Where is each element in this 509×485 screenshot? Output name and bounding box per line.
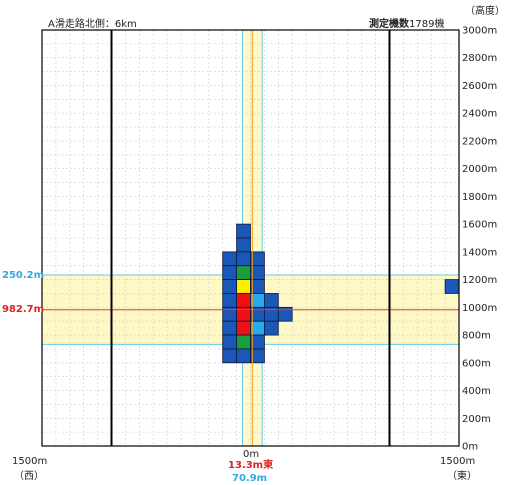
altitude-unit-label: （高度） — [465, 6, 505, 17]
y-tick-label: 1000m — [462, 303, 497, 314]
heatmap-cell — [250, 348, 265, 364]
west-label: （西） — [14, 471, 44, 482]
count-label: 測定機数 — [369, 19, 409, 30]
chart-subtitle: A滑走路北側：6km — [48, 19, 137, 30]
y-tick-label: 2800m — [462, 53, 497, 64]
heatmap-cell — [236, 223, 251, 239]
y-tick-label: 3000m — [462, 26, 497, 37]
heatmap-cell — [222, 251, 237, 267]
y-tick-label: 600m — [462, 358, 491, 369]
y-tick-label: 1400m — [462, 247, 497, 258]
y-tick-label: 2600m — [462, 81, 497, 92]
y-tick-label: 2200m — [462, 136, 497, 147]
heatmap-cell — [263, 320, 279, 336]
plot-frame — [41, 29, 460, 447]
y-tick-label: 400m — [462, 386, 491, 397]
altitude-sd-label: 250.2m — [2, 270, 45, 281]
x-center-label: 0m — [243, 449, 260, 460]
heatmap-cell — [444, 279, 460, 294]
heatmap-cell — [277, 306, 293, 322]
heatmap-cell — [236, 293, 251, 308]
heatmap-cell — [236, 320, 251, 336]
heatmap-cell — [222, 293, 237, 308]
x-right-label: 1500m — [440, 456, 476, 467]
heatmap-cell — [236, 334, 251, 350]
y-tick-label: 0m — [462, 442, 478, 453]
lateral-offset-label: 13.3m東 — [228, 460, 274, 471]
lateral-sd-label: 70.9m — [232, 473, 268, 484]
count-value: 1789機 — [409, 19, 445, 30]
heatmap-cell — [236, 279, 251, 294]
y-tick-label: 1600m — [462, 220, 497, 231]
heatmap-cell — [222, 334, 237, 350]
y-tick-label: 800m — [462, 331, 491, 342]
y-tick-label: 200m — [462, 414, 491, 425]
heatmap-cell — [236, 265, 251, 281]
heatmap-cell — [236, 348, 251, 364]
mean-altitude-label: 982.7m — [2, 304, 45, 315]
heatmap-cell — [222, 320, 237, 336]
x-left-label: 1500m — [12, 456, 48, 467]
y-tick-label: 1800m — [462, 192, 497, 203]
east-label: （東） — [447, 471, 477, 482]
heatmap-cell — [222, 279, 237, 294]
y-tick-label: 2400m — [462, 109, 497, 120]
y-tick-label: 1200m — [462, 275, 497, 286]
y-tick-label: 2000m — [462, 164, 497, 175]
heatmap-cell — [263, 293, 279, 308]
heatmap-cell — [236, 251, 251, 267]
heatmap-cell — [222, 265, 237, 281]
heatmap-cell — [222, 348, 237, 364]
heatmap-cell — [236, 237, 251, 253]
